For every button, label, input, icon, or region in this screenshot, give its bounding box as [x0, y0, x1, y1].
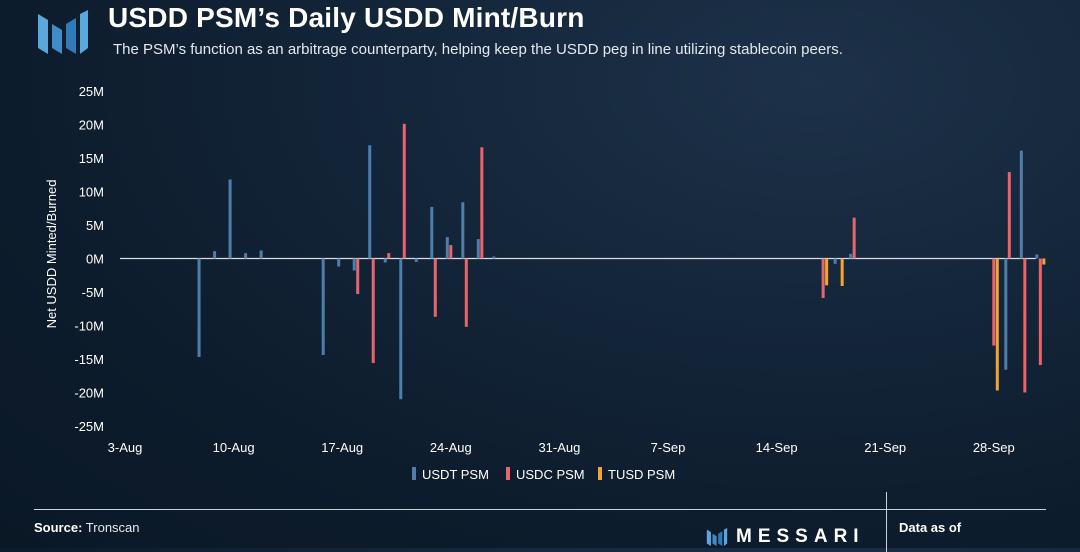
bar-usdt-psm	[1019, 150, 1023, 259]
y-tick-label: 25M	[79, 84, 104, 99]
bar-tusd-psm	[840, 258, 844, 286]
y-tick-label: -10M	[74, 319, 104, 334]
bar-usdt-psm	[197, 258, 201, 357]
source-note: Source: Tronscan	[34, 520, 140, 535]
bar-tusd-psm	[825, 258, 829, 286]
messari-mark-icon	[706, 528, 728, 546]
bar-chart: 25M 20M 15M 10M 5M 0M -5M -10M -15M -20M -25M Net …	[44, 84, 1046, 482]
bar-tusd-psm	[995, 258, 999, 391]
bar-usdt-psm	[833, 258, 837, 264]
bar-usdc-psm	[821, 258, 825, 299]
bar-usdt-psm	[213, 251, 217, 259]
y-tick-label: -15M	[74, 352, 104, 367]
y-tick-label: 5M	[86, 218, 104, 233]
footer-vertical-divider	[886, 492, 887, 552]
x-tick-label: 24-Aug	[430, 440, 472, 455]
bar-usdc-psm	[1023, 258, 1027, 393]
bar-usdt-psm	[321, 258, 325, 355]
y-tick-label: 10M	[79, 185, 104, 200]
x-axis-ticks: 3-Aug 10-Aug 17-Aug 24-Aug 31-Aug 7-Sep 14-Sep…	[108, 440, 1015, 455]
x-tick-label: 10-Aug	[213, 440, 255, 455]
bar-usdc-psm	[852, 217, 856, 259]
legend-label: USDC PSM	[516, 467, 585, 482]
chart-title: USDD PSM’s Daily USDD Mint/Burn	[108, 2, 585, 33]
bar-usdt-psm	[244, 253, 248, 259]
bar-usdc-psm	[433, 258, 437, 317]
messari-brand: MESSARI	[706, 526, 865, 548]
bar-usdt-psm	[228, 179, 232, 259]
y-axis-label: Net USDD Minted/Burned	[44, 180, 59, 329]
legend-swatch	[598, 467, 602, 480]
source-label: Source:	[34, 520, 83, 535]
legend-swatch	[506, 467, 510, 480]
bar-usdt-psm	[368, 145, 372, 259]
y-axis-ticks: 25M 20M 15M 10M 5M 0M -5M -10M -15M -20M -25M	[74, 84, 104, 434]
bar-usdt-psm	[259, 250, 263, 259]
bar-usdt-psm	[461, 202, 465, 259]
y-tick-label: -25M	[74, 419, 104, 434]
bar-usdt-psm	[414, 258, 418, 262]
bar-usdt-psm	[352, 258, 356, 271]
y-tick-label: -20M	[74, 386, 104, 401]
bar-usdc-psm	[480, 147, 484, 259]
bar-usdt-psm	[430, 206, 434, 259]
y-tick-label: -5M	[82, 285, 104, 300]
bar-usdc-psm	[1038, 258, 1042, 366]
y-tick-label: 0M	[86, 252, 104, 267]
legend-label: TUSD PSM	[608, 467, 675, 482]
bar-usdt-psm	[445, 237, 449, 259]
bar-usdc-psm	[371, 258, 375, 364]
brand-name: MESSARI	[736, 526, 865, 547]
x-tick-label: 7-Sep	[651, 440, 686, 455]
bar-tusd-psm	[1042, 258, 1046, 265]
x-tick-label: 14-Sep	[756, 440, 798, 455]
bar-usdc-psm	[356, 258, 360, 295]
bar-usdc-psm	[402, 123, 406, 259]
bar-series	[197, 123, 1046, 400]
bar-usdt-psm	[1035, 254, 1039, 259]
x-tick-label: 3-Aug	[108, 440, 143, 455]
bar-usdt-psm	[383, 258, 387, 263]
bar-usdt-psm	[337, 258, 341, 267]
bar-usdt-psm	[476, 239, 480, 259]
x-tick-label: 17-Aug	[321, 440, 363, 455]
legend-swatch	[412, 467, 416, 480]
bar-usdt-psm	[849, 253, 853, 259]
bar-usdc-psm	[464, 258, 468, 327]
bar-usdc-psm	[387, 253, 391, 259]
data-as-of-label: Data as of	[899, 520, 962, 535]
chart-subtitle: The PSM’s function as an arbitrage count…	[113, 41, 843, 58]
messari-logo-icon	[38, 10, 88, 54]
x-tick-label: 21-Sep	[864, 440, 906, 455]
bar-usdt-psm	[492, 256, 496, 259]
chart-legend: USDT PSM USDC PSM TUSD PSM	[412, 467, 675, 482]
bar-usdc-psm	[449, 245, 453, 259]
x-tick-label: 28-Sep	[973, 440, 1015, 455]
source-value: Tronscan	[85, 520, 140, 535]
y-tick-label: 20M	[79, 118, 104, 133]
y-tick-label: 15M	[79, 151, 104, 166]
bar-usdc-psm	[992, 258, 996, 346]
bar-usdt-psm	[399, 258, 403, 400]
legend-label: USDT PSM	[422, 467, 489, 482]
bar-usdc-psm	[1007, 172, 1011, 259]
bar-usdt-psm	[1004, 258, 1008, 370]
x-tick-label: 31-Aug	[538, 440, 580, 455]
footer-divider	[34, 509, 1046, 510]
